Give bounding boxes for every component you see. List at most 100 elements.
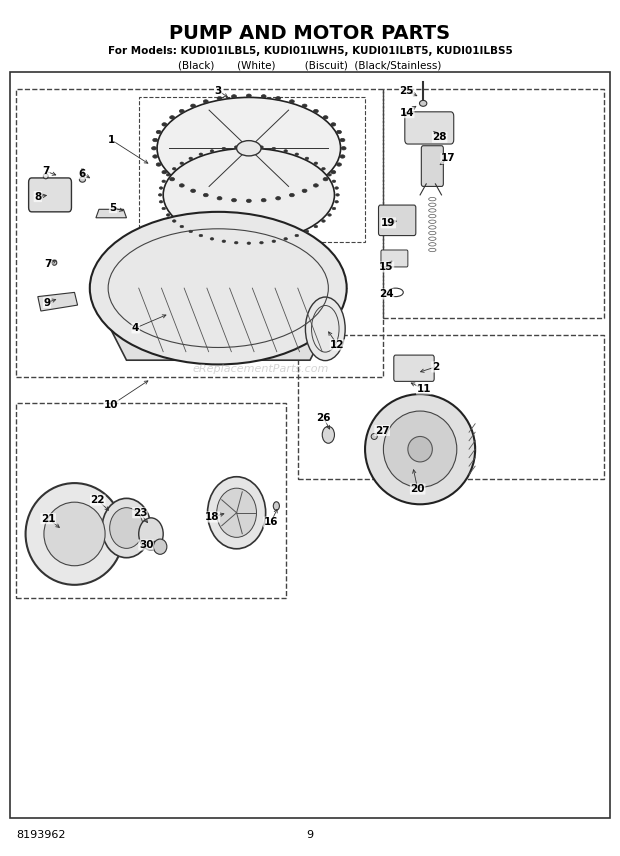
Ellipse shape <box>332 180 336 182</box>
Ellipse shape <box>276 97 281 100</box>
Ellipse shape <box>272 147 276 150</box>
Ellipse shape <box>328 174 331 176</box>
Ellipse shape <box>217 197 222 200</box>
Ellipse shape <box>156 130 161 134</box>
FancyBboxPatch shape <box>394 355 434 382</box>
Ellipse shape <box>210 238 214 241</box>
Text: 5: 5 <box>109 203 117 212</box>
Ellipse shape <box>179 184 184 187</box>
Ellipse shape <box>199 235 203 237</box>
Ellipse shape <box>170 116 175 119</box>
Ellipse shape <box>284 238 288 241</box>
Ellipse shape <box>260 146 264 148</box>
Text: 2: 2 <box>432 362 439 372</box>
Ellipse shape <box>234 241 238 244</box>
Ellipse shape <box>234 146 238 148</box>
Ellipse shape <box>156 163 161 166</box>
Ellipse shape <box>157 98 340 199</box>
Text: 23: 23 <box>133 508 147 518</box>
Ellipse shape <box>337 130 342 134</box>
Ellipse shape <box>158 193 162 196</box>
Ellipse shape <box>322 426 334 443</box>
FancyBboxPatch shape <box>422 146 443 187</box>
Ellipse shape <box>159 200 163 203</box>
Ellipse shape <box>335 200 339 203</box>
Ellipse shape <box>191 189 195 193</box>
Text: 11: 11 <box>417 384 431 394</box>
Ellipse shape <box>290 193 294 197</box>
Ellipse shape <box>162 170 167 174</box>
Text: 4: 4 <box>132 323 140 333</box>
Ellipse shape <box>231 199 236 202</box>
Ellipse shape <box>420 100 427 106</box>
FancyBboxPatch shape <box>381 250 408 267</box>
Ellipse shape <box>295 153 299 156</box>
Ellipse shape <box>162 207 166 210</box>
Ellipse shape <box>153 539 167 555</box>
Ellipse shape <box>247 146 250 148</box>
Polygon shape <box>38 293 78 311</box>
Ellipse shape <box>331 122 336 126</box>
Ellipse shape <box>217 97 222 100</box>
Ellipse shape <box>189 158 193 160</box>
Ellipse shape <box>170 177 175 181</box>
Ellipse shape <box>273 502 280 510</box>
Ellipse shape <box>139 518 163 550</box>
Text: For Models: KUDI01ILBL5, KUDI01ILWH5, KUDI01ILBT5, KUDI01ILBS5: For Models: KUDI01ILBL5, KUDI01ILWH5, KU… <box>108 45 512 56</box>
Ellipse shape <box>260 241 264 244</box>
Ellipse shape <box>322 220 326 223</box>
Text: (Black)       (White)         (Biscuit)  (Black/Stainless): (Black) (White) (Biscuit) (Black/Stainle… <box>179 60 441 70</box>
Ellipse shape <box>166 174 170 176</box>
Ellipse shape <box>276 197 281 200</box>
FancyBboxPatch shape <box>405 112 454 144</box>
Ellipse shape <box>180 225 184 228</box>
Ellipse shape <box>341 146 346 150</box>
Ellipse shape <box>314 225 317 228</box>
Ellipse shape <box>153 139 157 142</box>
Text: 10: 10 <box>104 400 118 410</box>
Ellipse shape <box>340 139 345 142</box>
Text: 20: 20 <box>410 484 425 494</box>
Ellipse shape <box>153 155 157 158</box>
Ellipse shape <box>52 260 57 265</box>
Ellipse shape <box>322 168 326 170</box>
Polygon shape <box>96 210 126 217</box>
Ellipse shape <box>203 100 208 103</box>
Text: 7: 7 <box>42 166 50 176</box>
Ellipse shape <box>217 488 257 538</box>
Ellipse shape <box>172 220 176 223</box>
Ellipse shape <box>305 158 309 160</box>
Ellipse shape <box>314 162 317 164</box>
Ellipse shape <box>162 122 167 126</box>
Ellipse shape <box>191 104 195 108</box>
Ellipse shape <box>43 174 48 179</box>
Polygon shape <box>90 288 347 360</box>
Ellipse shape <box>340 155 345 158</box>
Text: 12: 12 <box>330 340 345 350</box>
Text: 28: 28 <box>432 132 447 142</box>
FancyBboxPatch shape <box>29 178 71 211</box>
Ellipse shape <box>199 153 203 156</box>
Ellipse shape <box>295 235 299 237</box>
Ellipse shape <box>408 437 432 462</box>
Ellipse shape <box>166 214 170 217</box>
Ellipse shape <box>332 207 336 210</box>
Ellipse shape <box>323 177 328 181</box>
Ellipse shape <box>335 193 339 196</box>
Ellipse shape <box>237 140 261 156</box>
Text: 30: 30 <box>139 540 153 550</box>
Text: 1: 1 <box>108 134 115 145</box>
Ellipse shape <box>189 230 193 233</box>
Ellipse shape <box>162 180 166 182</box>
Ellipse shape <box>314 110 318 113</box>
Text: 16: 16 <box>264 517 278 527</box>
Ellipse shape <box>44 502 105 566</box>
Ellipse shape <box>203 193 208 197</box>
Ellipse shape <box>335 187 339 189</box>
Ellipse shape <box>328 214 331 217</box>
Ellipse shape <box>331 170 336 174</box>
Ellipse shape <box>172 168 176 170</box>
Text: 18: 18 <box>205 512 219 522</box>
Ellipse shape <box>208 477 265 549</box>
Text: 8193962: 8193962 <box>16 829 66 840</box>
